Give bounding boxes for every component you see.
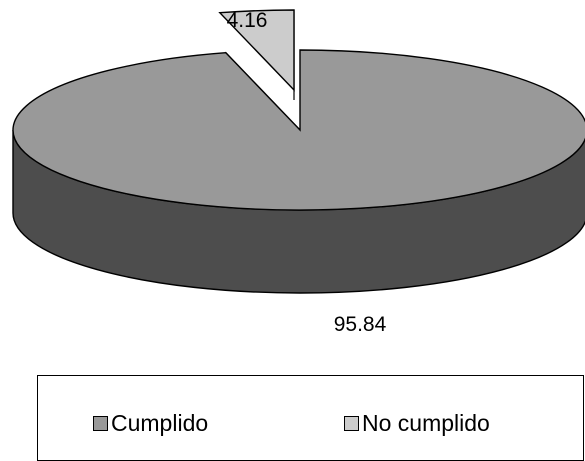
pie-slices — [12, 9, 585, 294]
legend: Cumplido No cumplido — [37, 375, 584, 461]
legend-item-cumplido: Cumplido — [93, 410, 208, 437]
legend-item-no-cumplido: No cumplido — [344, 410, 490, 437]
data-label-no-cumplido: 4.16 — [227, 9, 268, 32]
pie-slice-cumplido — [12, 49, 585, 211]
legend-swatch-cumplido — [93, 416, 108, 431]
pie-slice-no-cumplido — [218, 9, 295, 92]
data-label-cumplido: 95.84 — [334, 313, 387, 336]
legend-label-no-cumplido: No cumplido — [362, 410, 490, 436]
legend-swatch-no-cumplido — [344, 416, 359, 431]
legend-label-cumplido: Cumplido — [111, 410, 209, 436]
